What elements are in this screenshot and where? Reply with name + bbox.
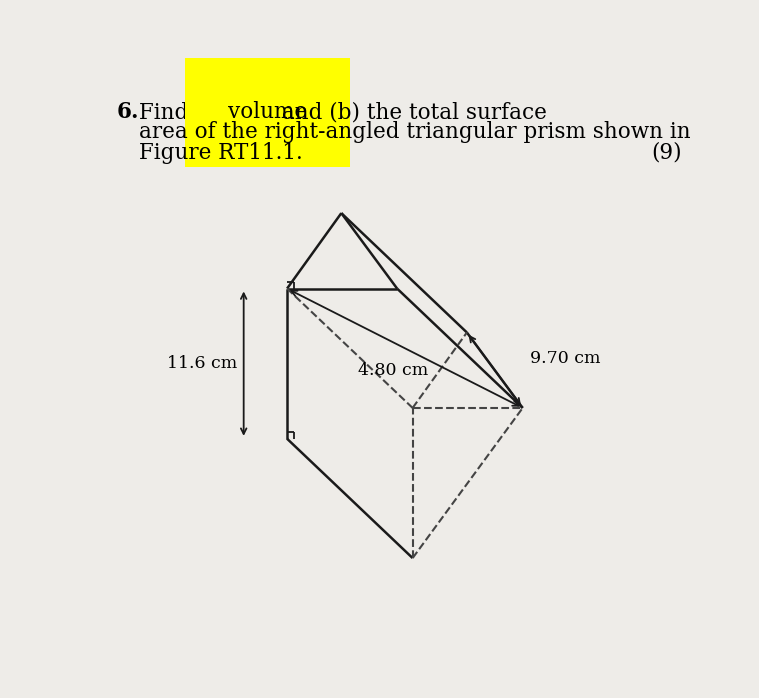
Text: Figure RT11.1.: Figure RT11.1. (139, 142, 303, 163)
Text: 11.6 cm: 11.6 cm (167, 355, 238, 372)
Text: (9): (9) (651, 142, 682, 163)
Text: Find (a) the: Find (a) the (139, 101, 274, 124)
Text: volume: volume (228, 101, 307, 124)
Text: 6.: 6. (117, 101, 139, 124)
Text: 9.70 cm: 9.70 cm (530, 350, 600, 367)
Text: area of the right-angled triangular prism shown in: area of the right-angled triangular pris… (139, 121, 691, 144)
Text: 4.80 cm: 4.80 cm (358, 362, 428, 379)
Text: and (b) the total surface: and (b) the total surface (275, 101, 546, 124)
